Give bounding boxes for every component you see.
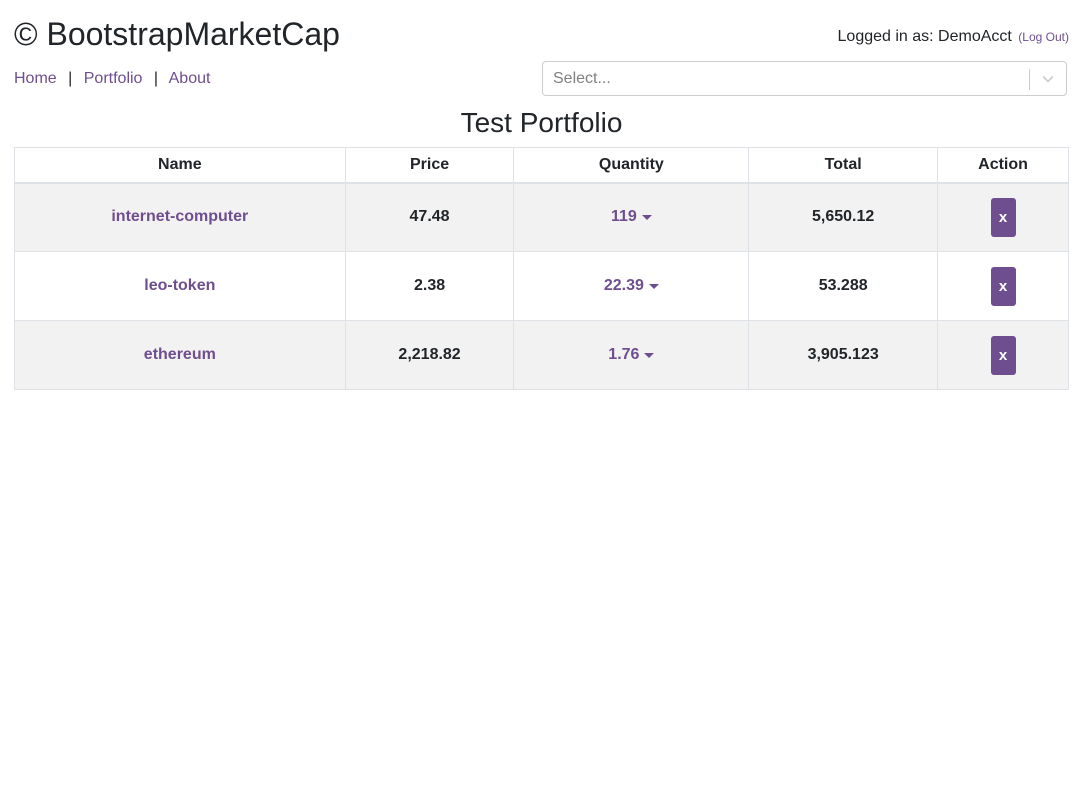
- cell-quantity: 1.76: [514, 321, 749, 390]
- cell-total: 53.288: [749, 252, 938, 321]
- cell-quantity: 119: [514, 183, 749, 252]
- quantity-dropdown-toggle[interactable]: 22.39: [604, 277, 659, 295]
- column-header-action: Action: [938, 148, 1069, 183]
- nav-home-link[interactable]: Home: [14, 70, 57, 87]
- cell-price: 47.48: [345, 183, 514, 252]
- cell-quantity: 22.39: [514, 252, 749, 321]
- nav-portfolio-link[interactable]: Portfolio: [84, 70, 143, 87]
- column-header-total: Total: [749, 148, 938, 183]
- remove-coin-button[interactable]: x: [991, 267, 1016, 306]
- coin-select-input[interactable]: Select...: [542, 61, 1067, 96]
- brand-title: © BootstrapMarketCap: [14, 14, 340, 54]
- logout-link[interactable]: (Log Out): [1018, 30, 1069, 44]
- coin-link[interactable]: leo-token: [144, 277, 215, 294]
- remove-coin-button[interactable]: x: [991, 336, 1016, 375]
- cell-total: 5,650.12: [749, 183, 938, 252]
- cell-action: x: [938, 183, 1069, 252]
- cell-action: x: [938, 321, 1069, 390]
- login-info: Logged in as: DemoAcct (Log Out): [838, 26, 1069, 48]
- logged-in-text: Logged in as: DemoAcct: [838, 28, 1012, 45]
- caret-down-icon: [649, 284, 659, 289]
- caret-down-icon: [642, 215, 652, 220]
- cell-name: ethereum: [15, 321, 346, 390]
- quantity-dropdown-toggle[interactable]: 119: [611, 208, 652, 226]
- portfolio-table: Name Price Quantity Total Action interne…: [14, 147, 1069, 390]
- quantity-value: 1.76: [608, 346, 639, 364]
- table-row: ethereum 2,218.82 1.76 3,905.123 x: [15, 321, 1069, 390]
- cell-action: x: [938, 252, 1069, 321]
- portfolio-title: Test Portfolio: [0, 106, 1077, 140]
- cell-total: 3,905.123: [749, 321, 938, 390]
- quantity-value: 119: [611, 208, 637, 226]
- table-row: leo-token 2.38 22.39 53.288 x: [15, 252, 1069, 321]
- main-nav: Home | Portfolio | About: [14, 68, 210, 90]
- table-header-row: Name Price Quantity Total Action: [15, 148, 1069, 183]
- remove-coin-button[interactable]: x: [991, 198, 1016, 237]
- quantity-value: 22.39: [604, 277, 644, 295]
- column-header-name: Name: [15, 148, 346, 183]
- nav-separator: |: [154, 70, 158, 87]
- coin-link[interactable]: ethereum: [144, 346, 216, 363]
- column-header-price: Price: [345, 148, 514, 183]
- cell-price: 2.38: [345, 252, 514, 321]
- quantity-dropdown-toggle[interactable]: 1.76: [608, 346, 654, 364]
- select-placeholder: Select...: [553, 69, 611, 89]
- nav-about-link[interactable]: About: [169, 70, 211, 87]
- nav-separator: |: [68, 70, 72, 87]
- cell-name: internet-computer: [15, 183, 346, 252]
- cell-price: 2,218.82: [345, 321, 514, 390]
- cell-name: leo-token: [15, 252, 346, 321]
- table-row: internet-computer 47.48 119 5,650.12 x: [15, 183, 1069, 252]
- coin-link[interactable]: internet-computer: [111, 208, 248, 225]
- chevron-down-icon[interactable]: [1040, 71, 1056, 87]
- caret-down-icon: [644, 353, 654, 358]
- column-header-quantity: Quantity: [514, 148, 749, 183]
- select-indicator-separator: [1029, 69, 1030, 90]
